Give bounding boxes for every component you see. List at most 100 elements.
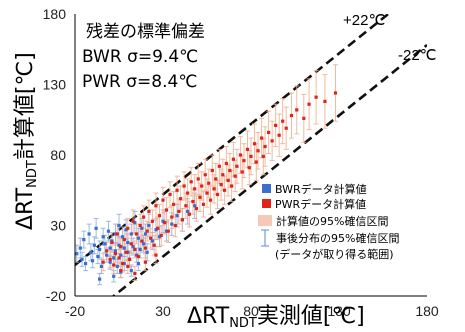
data-point [120,235,125,239]
x-tick-label: 30 [155,303,171,319]
data-point [267,130,271,135]
data-point [256,149,260,153]
legend-marker-bwr [262,184,271,193]
data-point [129,269,133,273]
data-point [106,229,111,233]
data-point [129,232,133,236]
data-point [180,218,184,222]
data-point [193,204,197,208]
x-tick-labels: -20 30 80 130 180 [65,303,439,319]
data-point [284,126,288,130]
y-tick-label: 80 [50,147,66,163]
data-point [189,180,193,184]
data-point [217,164,221,168]
y-axis-title-tail: 計算値[℃] [13,52,38,160]
data-point [156,226,160,230]
data-point [333,91,338,95]
data-point [203,173,207,177]
data-point [82,238,86,242]
data-point [210,168,214,173]
data-point [175,188,179,192]
y-axis-title-sub: NDT [25,160,40,188]
legend: BWRデータ計算値 PWRデータ計算値 計算値の95%確信区間 事後分布の95%… [258,182,399,261]
data-point [112,256,116,260]
data-point [194,206,199,211]
data-point [105,253,109,257]
data-point [215,192,220,197]
data-point [207,181,211,185]
data-point [219,183,223,187]
data-point [295,108,299,112]
legend-swatch-ci [258,215,272,226]
data-point [135,232,139,236]
data-point [105,249,109,253]
data-point [101,235,105,239]
data-point [133,271,137,276]
ref-line-label-plus: +22℃ [343,12,385,29]
data-point [157,214,162,218]
data-point [110,240,114,245]
data-point [135,253,139,257]
data-point [240,170,244,174]
data-point [261,154,265,159]
data-point [126,240,130,245]
data-point [154,228,158,232]
data-point [150,219,155,223]
data-point [133,247,137,252]
legend-label-range: (データが取り得る範囲) [275,247,394,261]
data-point [233,174,237,178]
data-point [171,202,176,206]
data-point [113,252,118,256]
ref-line-label-minus: -22℃ [398,47,437,64]
data-point [126,264,130,268]
y-tick-label: 180 [43,6,67,22]
data-point [119,269,123,273]
data-point [87,232,91,236]
data-point [124,250,128,254]
data-point [115,264,119,268]
data-point [149,236,153,240]
data-point [99,264,103,268]
data-point [242,159,246,163]
data-point [133,221,137,225]
data-point [168,192,172,197]
data-point [143,260,147,264]
data-point [136,261,140,266]
data-point [186,191,190,195]
data-point [122,261,126,266]
data-point [166,229,170,233]
data-point [230,184,234,188]
residual-std-box: 残差の標準偏差 BWR σ=9.4℃ PWR σ=8.4℃ [82,22,205,92]
data-point [208,198,213,202]
data-point [101,260,105,264]
y-axis-title-main: ΔRT [13,187,38,230]
data-point [205,191,209,195]
data-point [138,247,142,252]
data-point [108,257,112,261]
svg-text:ΔRTNDT計算値[℃]: ΔRTNDT計算値[℃] [13,52,40,230]
x-axis-title-tail: 実測値[℃] [257,304,365,329]
data-point [117,256,121,260]
data-point [122,246,126,250]
x-tick-label: -20 [65,303,85,319]
legend-label-ci: 計算値の95%確信区間 [276,214,388,228]
legend-label-posterior: 事後分布の95%確信区間 [276,231,399,245]
data-point [175,214,179,218]
svg-text:ΔRTNDT実測値[℃]: ΔRTNDT実測値[℃] [187,304,365,331]
data-point [307,102,311,106]
data-point [142,242,146,246]
data-point [91,259,95,263]
data-point [92,243,96,247]
data-point [201,202,206,206]
data-point [108,246,112,250]
data-point [223,188,227,192]
data-point [142,215,146,219]
data-point [119,253,123,257]
data-point [164,208,169,212]
stats-bwr: BWR σ=9.4℃ [82,47,198,67]
data-point [140,226,144,230]
data-point [152,243,156,247]
data-point [254,160,258,164]
data-point [117,243,121,247]
data-point [170,222,174,226]
